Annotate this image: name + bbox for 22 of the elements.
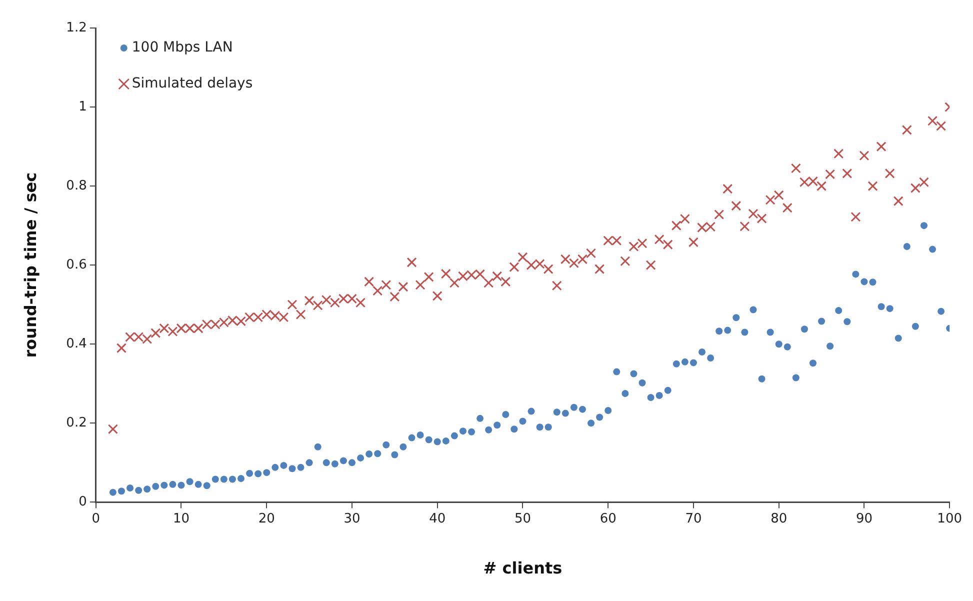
x-tick-label: 80 [770,511,788,526]
x-tick-label: 10 [172,511,190,526]
legend-label: Simulated delays [132,76,253,92]
y-tick-label: 0 [78,494,87,510]
y-tick-label: 0.6 [66,257,87,272]
y-axis-title: round-trip time / sec [20,172,40,358]
y-tick-label: 0.8 [66,178,87,194]
y-tick-label: 1 [78,99,87,114]
legend-label: 100 Mbps LAN [132,40,233,56]
x-tick-label: 40 [429,511,446,526]
x-tick-label: 30 [344,511,360,526]
x-tick-label: 100 [937,511,962,526]
x-tick-label: 70 [685,511,702,526]
x-tick-label: 20 [258,511,275,526]
x-axis-title: # clients [483,558,562,578]
x-tick-label: 50 [514,511,532,526]
x-tick-label: 60 [600,511,616,526]
x-tick-label: 0 [92,511,100,526]
x-tick-label: 90 [856,511,872,526]
y-tick-label: 0.4 [66,336,87,352]
y-tick-label: 1.2 [66,20,87,36]
y-tick-label: 0.2 [66,416,87,431]
